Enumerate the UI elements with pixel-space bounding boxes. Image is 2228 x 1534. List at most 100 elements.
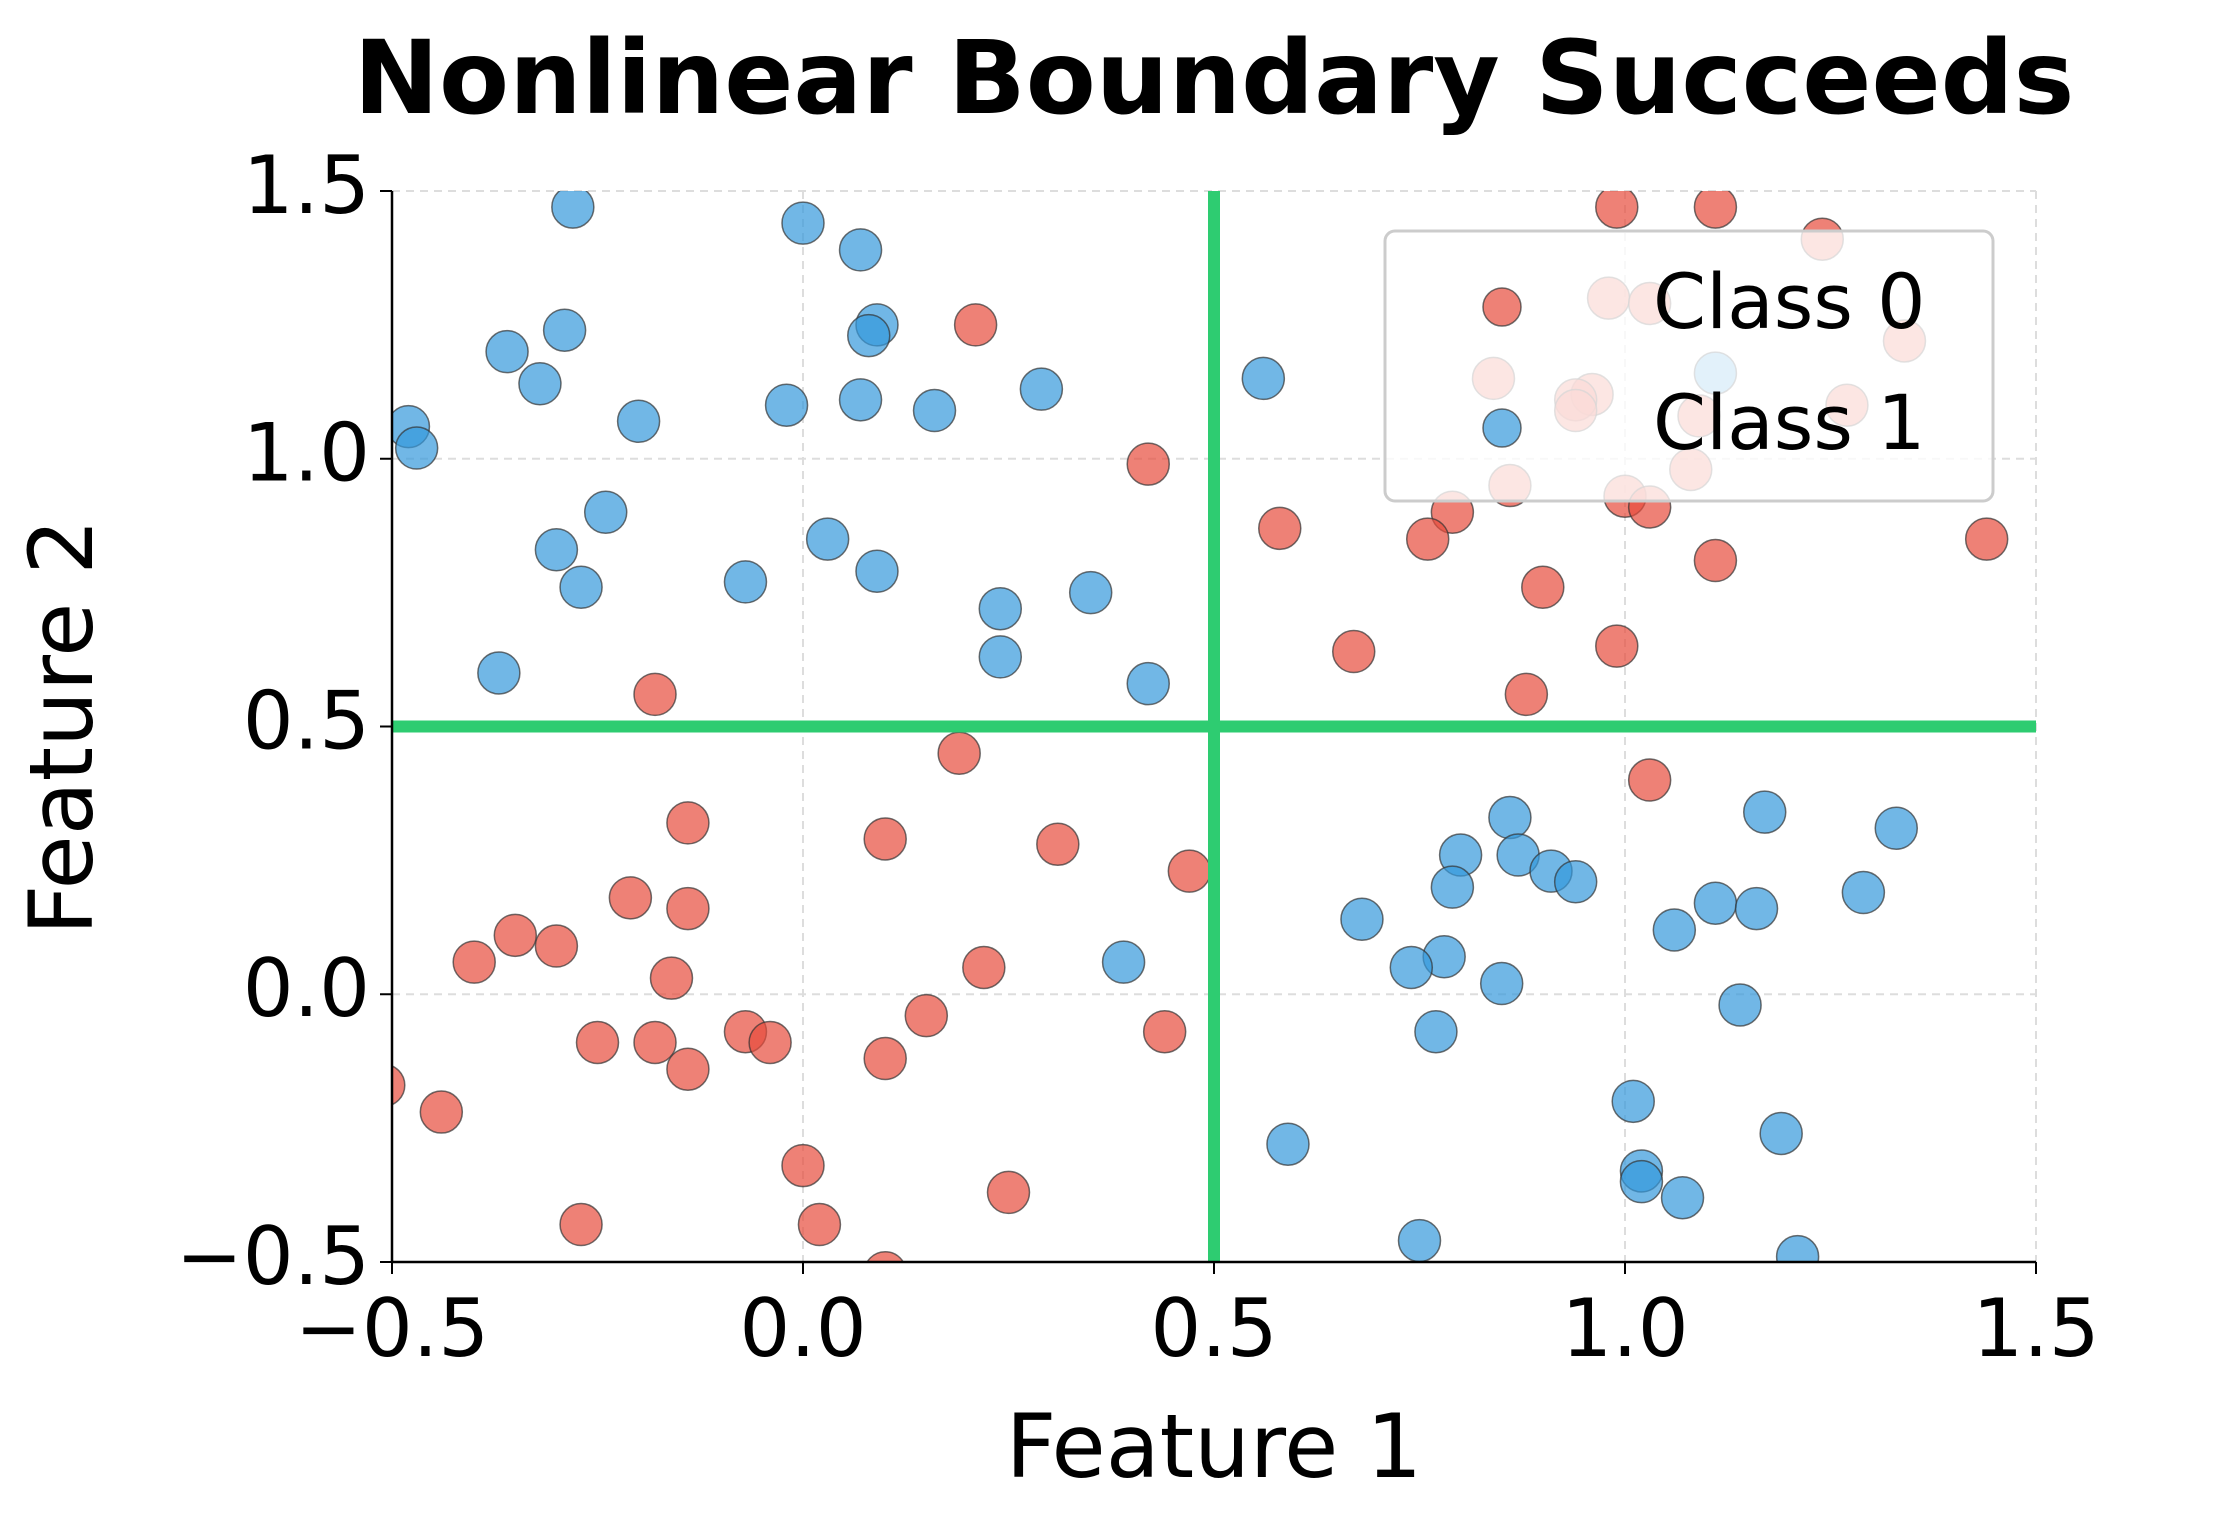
data-point [1841, 870, 1886, 915]
data-point [838, 378, 883, 422]
data-point [904, 993, 949, 1038]
data-point [1101, 940, 1146, 984]
data-point [485, 329, 529, 374]
data-point [518, 362, 562, 406]
legend-label: Class 1 [1653, 378, 1925, 467]
data-point [452, 940, 496, 984]
data-point [1397, 1218, 1442, 1262]
data-point [1595, 191, 1639, 229]
data-point [1036, 822, 1080, 867]
data-point [1340, 897, 1384, 942]
x-tick-label: 0.5 [1150, 1282, 1277, 1375]
data-point [1627, 758, 1672, 802]
data-point [559, 1202, 603, 1247]
data-point [1660, 1175, 1705, 1220]
data-point [1964, 517, 2009, 561]
data-point [986, 1170, 1031, 1215]
data-point [847, 313, 891, 358]
data-point [633, 672, 677, 717]
y-tick-label: 1.5 [243, 139, 370, 232]
data-point [1405, 517, 1450, 561]
legend-box [1383, 229, 1995, 503]
legend-marker [1482, 287, 1522, 327]
data-point [797, 1202, 842, 1247]
data-point [534, 924, 579, 968]
data-point [1488, 795, 1532, 840]
y-axis-label: Feature 2 [10, 519, 113, 936]
y-tick-label: −0.5 [176, 1210, 370, 1303]
data-point [1619, 1159, 1664, 1204]
x-tick-label: 0.0 [739, 1282, 866, 1375]
data-point [1266, 1122, 1310, 1166]
foreground: −0.5 0.0 0.5 1.0 1.5 −0.5 0.0 0.5 1.0 1.5 Class 0 C… [176, 139, 2100, 1375]
data-point [1430, 865, 1475, 909]
data-point [542, 308, 587, 352]
data-point [863, 817, 907, 861]
data-point [419, 1090, 464, 1134]
data-point [1693, 881, 1738, 925]
data-point [1479, 961, 1524, 1006]
data-point [1693, 191, 1738, 229]
data-point [781, 201, 825, 245]
data-point [493, 913, 538, 958]
legend-marker [1482, 408, 1522, 448]
data-point [764, 383, 809, 427]
data-point [978, 586, 1023, 631]
data-point [1595, 624, 1639, 668]
data-point [551, 191, 595, 229]
y-tick-label: 1.0 [243, 407, 370, 500]
data-point [583, 490, 628, 535]
x-axis-label: Feature 1 [1006, 1395, 1423, 1498]
data-point [1414, 1009, 1458, 1054]
data-point [962, 945, 1006, 990]
legend-label: Class 0 [1653, 257, 1925, 346]
data-point [978, 635, 1023, 679]
data-point [912, 388, 957, 433]
data-point [748, 1020, 792, 1065]
data-point [1389, 945, 1434, 990]
data-point [392, 1065, 406, 1106]
data-point [666, 801, 710, 845]
data-point [559, 565, 603, 610]
data-point [1759, 1111, 1803, 1156]
data-point [937, 731, 981, 776]
data-point [1504, 672, 1549, 717]
x-tick-label: −0.5 [295, 1282, 489, 1375]
data-point [608, 876, 653, 920]
data-point [1718, 983, 1762, 1027]
y-tick-label: 0.5 [243, 674, 370, 767]
data-point [1126, 661, 1170, 706]
data-point [649, 956, 694, 1000]
chart-title: Nonlinear Boundary Succeeds [354, 19, 2075, 138]
y-tick-label: 0.0 [243, 942, 370, 1035]
data-point [1734, 886, 1779, 931]
data-point [477, 651, 521, 695]
data-point [1241, 356, 1286, 401]
data-point [805, 517, 850, 561]
data-point [1167, 849, 1212, 893]
data-point [953, 303, 998, 347]
data-point [1126, 442, 1170, 486]
data-point [1742, 790, 1787, 834]
data-point [575, 1020, 620, 1065]
data-point [781, 1143, 825, 1188]
data-point [866, 1250, 905, 1262]
data-point [723, 560, 768, 604]
data-point [616, 399, 661, 444]
data-point [534, 528, 579, 572]
data-point [1775, 1234, 1820, 1262]
data-point [1068, 570, 1113, 615]
data-point [1142, 1009, 1187, 1054]
data-point [863, 1036, 907, 1081]
data-point [855, 549, 899, 593]
x-tick-label: 1.5 [1972, 1282, 2099, 1375]
data-point [633, 1020, 677, 1065]
data-point [394, 426, 439, 470]
data-point [1693, 538, 1738, 583]
data-point [1521, 565, 1565, 610]
data-point [1019, 367, 1064, 411]
data-point [1874, 806, 1919, 850]
data-point [1652, 908, 1697, 952]
